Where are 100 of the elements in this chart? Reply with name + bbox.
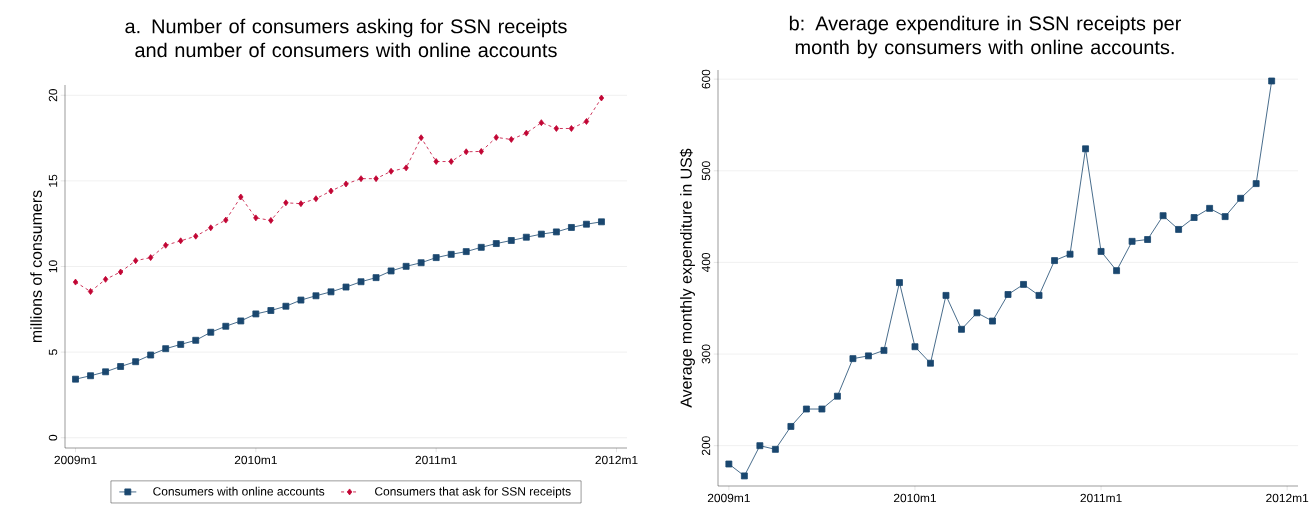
point — [849, 355, 857, 363]
point — [327, 288, 335, 296]
y-tick-label: 0 — [48, 434, 58, 441]
point — [958, 325, 965, 333]
point — [372, 274, 380, 282]
y-tick-label: 10 — [48, 260, 58, 273]
point — [223, 216, 229, 224]
point — [252, 310, 260, 318]
point — [598, 94, 605, 102]
point — [102, 368, 109, 376]
point — [1082, 145, 1089, 153]
point — [402, 262, 410, 270]
point — [477, 243, 485, 251]
point — [552, 228, 560, 236]
point — [313, 195, 319, 203]
point — [432, 254, 440, 261]
point — [343, 180, 349, 188]
point — [282, 302, 290, 310]
point — [132, 358, 140, 366]
point — [568, 125, 575, 132]
point — [537, 230, 545, 238]
point — [447, 250, 455, 258]
point — [1128, 237, 1136, 245]
point — [192, 336, 200, 344]
point — [87, 288, 94, 295]
point — [1268, 77, 1276, 85]
point — [117, 268, 124, 276]
point — [433, 158, 439, 165]
point — [177, 341, 185, 348]
point — [927, 359, 934, 367]
point — [538, 119, 544, 127]
x-tick-label: 2009m1 — [54, 455, 97, 465]
point — [1190, 214, 1198, 221]
point — [1051, 257, 1058, 264]
point — [896, 279, 903, 286]
point — [72, 375, 79, 383]
y-tick-label: 600 — [701, 69, 711, 89]
point — [87, 372, 94, 380]
point — [387, 267, 395, 275]
point — [787, 423, 795, 430]
point — [342, 283, 350, 291]
point — [1066, 250, 1074, 258]
point — [117, 363, 124, 370]
point — [132, 257, 139, 265]
point — [1113, 267, 1120, 275]
point — [725, 460, 733, 468]
point — [418, 134, 424, 142]
point — [102, 275, 109, 283]
point — [208, 224, 214, 232]
x-tick-label: 2011m1 — [1080, 493, 1122, 503]
point — [522, 233, 530, 241]
point — [298, 200, 304, 208]
point — [193, 232, 199, 240]
point — [772, 445, 779, 453]
point — [297, 296, 305, 304]
point — [478, 148, 484, 155]
y-tick-label: 500 — [701, 161, 711, 181]
y-tick-label: 15 — [48, 174, 58, 187]
x-tick-label: 2010m1 — [234, 455, 277, 465]
point — [1175, 226, 1182, 233]
x-tick-label: 2012m1 — [1266, 493, 1309, 503]
point — [598, 218, 605, 226]
point — [463, 148, 469, 156]
point — [163, 241, 169, 249]
y-tick-label: 200 — [701, 436, 711, 456]
point — [162, 345, 170, 353]
point — [1097, 248, 1105, 255]
point — [328, 187, 334, 195]
point — [942, 292, 950, 299]
point — [508, 136, 514, 143]
point — [357, 278, 365, 286]
point — [583, 118, 590, 125]
point — [523, 129, 529, 137]
point — [1252, 180, 1260, 188]
chart-title: b: Average expenditure in SSN receipts per month by consumers with online accounts. — [789, 15, 1182, 59]
y-axis-title: millions of consumers — [30, 190, 42, 343]
point — [237, 317, 245, 325]
point — [818, 405, 826, 413]
point — [268, 217, 274, 224]
point — [1206, 204, 1214, 212]
point — [553, 125, 560, 132]
point — [568, 224, 575, 231]
point — [178, 237, 184, 245]
y-tick-label: 20 — [48, 89, 58, 102]
point — [448, 158, 454, 165]
y-tick-label: 400 — [701, 252, 711, 273]
point — [989, 317, 996, 325]
point — [1221, 213, 1229, 220]
point — [1004, 291, 1012, 298]
point — [1144, 236, 1151, 243]
y-tick-label: 5 — [48, 349, 58, 355]
point — [756, 442, 764, 450]
point — [1035, 292, 1043, 299]
point — [740, 472, 748, 480]
y-axis-title: Average monthly expenditure in US$ — [679, 148, 695, 408]
point — [207, 328, 215, 336]
point — [1237, 194, 1245, 202]
y-tick-label: 300 — [701, 344, 711, 364]
point — [507, 237, 515, 244]
legend-label: Consumers with online accounts — [153, 486, 325, 496]
